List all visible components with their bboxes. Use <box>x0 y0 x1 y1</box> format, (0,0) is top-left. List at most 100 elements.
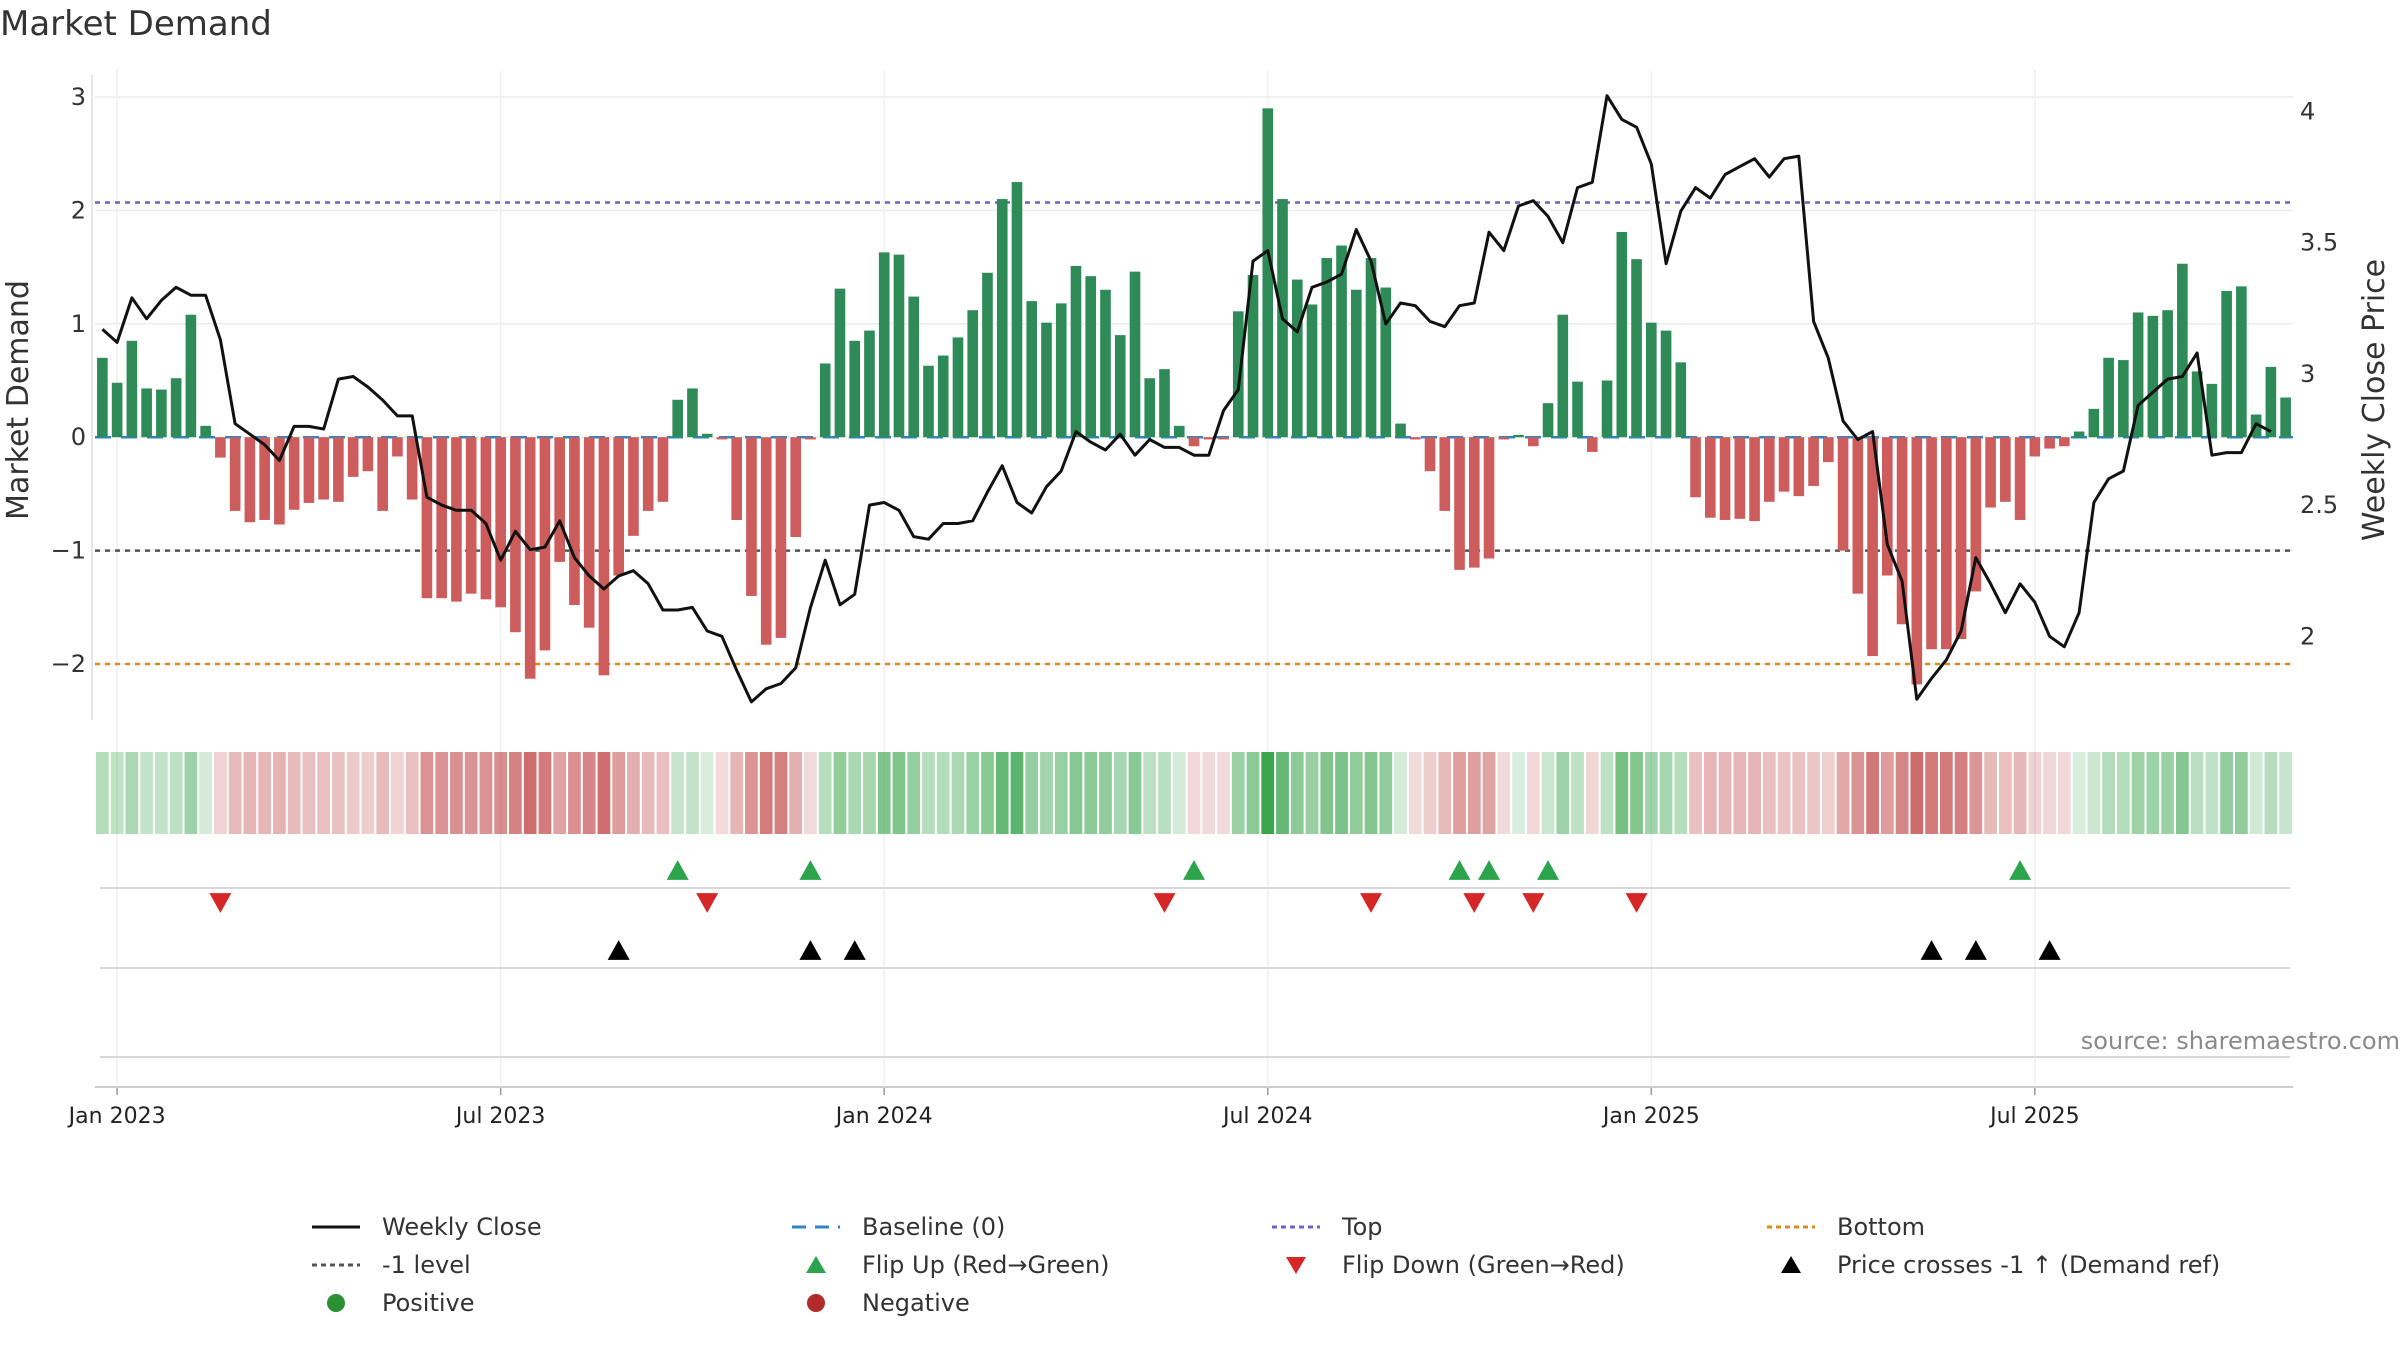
heat-strip-cell <box>1467 752 1481 834</box>
flip-up-marker <box>1448 860 1471 880</box>
heat-strip-cell <box>833 752 847 834</box>
demand-bar <box>2103 357 2114 438</box>
heat-strip-cell <box>1143 752 1157 834</box>
demand-bar <box>421 437 433 599</box>
y-tick-label: −2 <box>51 650 86 678</box>
demand-bar <box>1218 437 1229 440</box>
heat-strip-cell <box>1128 752 1142 834</box>
demand-bar <box>2162 310 2173 438</box>
heat-strip-cell <box>1246 752 1260 834</box>
heat-strip-cell <box>1512 752 1525 834</box>
legend-label: Positive <box>382 1289 475 1317</box>
heat-strip <box>96 752 2292 834</box>
heat-strip-cell <box>2131 752 2145 834</box>
demand-bar <box>1985 437 1996 508</box>
demand-bar <box>746 437 757 596</box>
demand-bar <box>2221 290 2232 438</box>
demand-bar <box>2088 408 2100 438</box>
demand-bar <box>923 365 934 438</box>
demand-bar <box>672 399 684 438</box>
heat-strip-cell <box>1320 752 1334 834</box>
demand-bar <box>2265 366 2277 438</box>
heat-strip-cell <box>2057 752 2071 834</box>
heat-strip-cell <box>700 752 714 834</box>
y-axis-title: Market Demand <box>1 280 36 520</box>
demand-bar <box>1041 322 1052 438</box>
heat-strip-cell <box>1571 752 1584 834</box>
demand-bar <box>1159 369 1170 438</box>
heat-strip-cell <box>804 752 817 834</box>
demand-bar <box>2029 437 2041 457</box>
demand-bar <box>1852 437 1864 594</box>
demand-bar <box>170 378 182 438</box>
demand-bar <box>849 340 861 438</box>
price-cross-marker <box>843 940 866 960</box>
legend-marker <box>312 1263 360 1267</box>
heat-strip-cell <box>258 752 272 834</box>
demand-bar <box>347 437 359 477</box>
heat-strip-cell <box>759 752 773 834</box>
legend-label: Baseline (0) <box>862 1213 1006 1241</box>
heat-strip-cell <box>184 752 198 834</box>
heat-strip-cell <box>1762 752 1776 834</box>
price-cross-marker <box>1964 940 1987 960</box>
demand-bar <box>274 437 285 525</box>
heat-strip-cell <box>2175 752 2189 834</box>
chart-title: Market Demand <box>0 4 272 44</box>
x-tick-label: Jan 2024 <box>834 1104 933 1129</box>
flip-down-marker <box>1463 893 1486 913</box>
demand-bar <box>1380 287 1392 438</box>
legend-marker <box>1286 1257 1306 1274</box>
heat-strip-cell <box>1099 752 1112 834</box>
heat-strip-cell <box>509 752 522 834</box>
demand-bar <box>362 437 374 472</box>
heat-strip-cell <box>848 752 862 834</box>
price-cross-marker <box>799 940 822 960</box>
heat-strip-cell <box>1659 752 1673 834</box>
heat-strip-cell <box>1925 752 1938 834</box>
demand-bar <box>1896 437 1908 625</box>
legend-marker <box>1767 1225 1815 1229</box>
heat-strip-cell <box>1689 752 1702 834</box>
heat-strip-cell <box>273 752 286 834</box>
demand-bar <box>1749 437 1760 522</box>
demand-bar <box>834 288 846 438</box>
demand-bar <box>318 437 329 500</box>
flip-down-marker <box>209 893 232 913</box>
demand-bar <box>598 437 610 676</box>
demand-bar <box>893 254 905 438</box>
demand-bar <box>2206 383 2218 438</box>
demand-bar <box>215 437 226 458</box>
demand-bar <box>524 437 536 679</box>
demand-bar <box>1129 271 1141 438</box>
y2-tick-label: 3.5 <box>2300 229 2338 257</box>
demand-bar <box>996 199 1008 438</box>
demand-bar <box>819 363 831 438</box>
demand-bar <box>111 382 123 438</box>
demand-bar <box>982 272 993 438</box>
event-markers <box>95 860 2293 1088</box>
demand-bar <box>731 437 743 520</box>
legend-marker <box>807 1294 825 1312</box>
heat-strip-cell <box>1394 752 1407 834</box>
demand-bar <box>1291 279 1303 438</box>
heat-strip-cell <box>450 752 463 834</box>
heat-strip-cell <box>1615 752 1629 834</box>
demand-bar <box>1616 231 1628 438</box>
heat-strip-cell <box>140 752 154 834</box>
heat-strip-cell <box>641 752 655 834</box>
heat-strip-cell <box>907 752 921 834</box>
heat-strip-cell <box>892 752 906 834</box>
heat-strip-cell <box>936 752 950 834</box>
heat-strip-cell <box>1600 752 1614 834</box>
heat-strip-cell <box>656 752 670 834</box>
heat-strip-cell <box>1276 752 1289 834</box>
heat-strip-cell <box>612 752 626 834</box>
y2-tick-label: 2 <box>2300 622 2315 650</box>
demand-bar <box>2000 437 2011 502</box>
flip-up-marker <box>1478 860 1501 880</box>
demand-bar <box>1350 289 1362 438</box>
heat-strip-cell <box>1010 752 1024 834</box>
heat-strip-cell <box>1792 752 1806 834</box>
